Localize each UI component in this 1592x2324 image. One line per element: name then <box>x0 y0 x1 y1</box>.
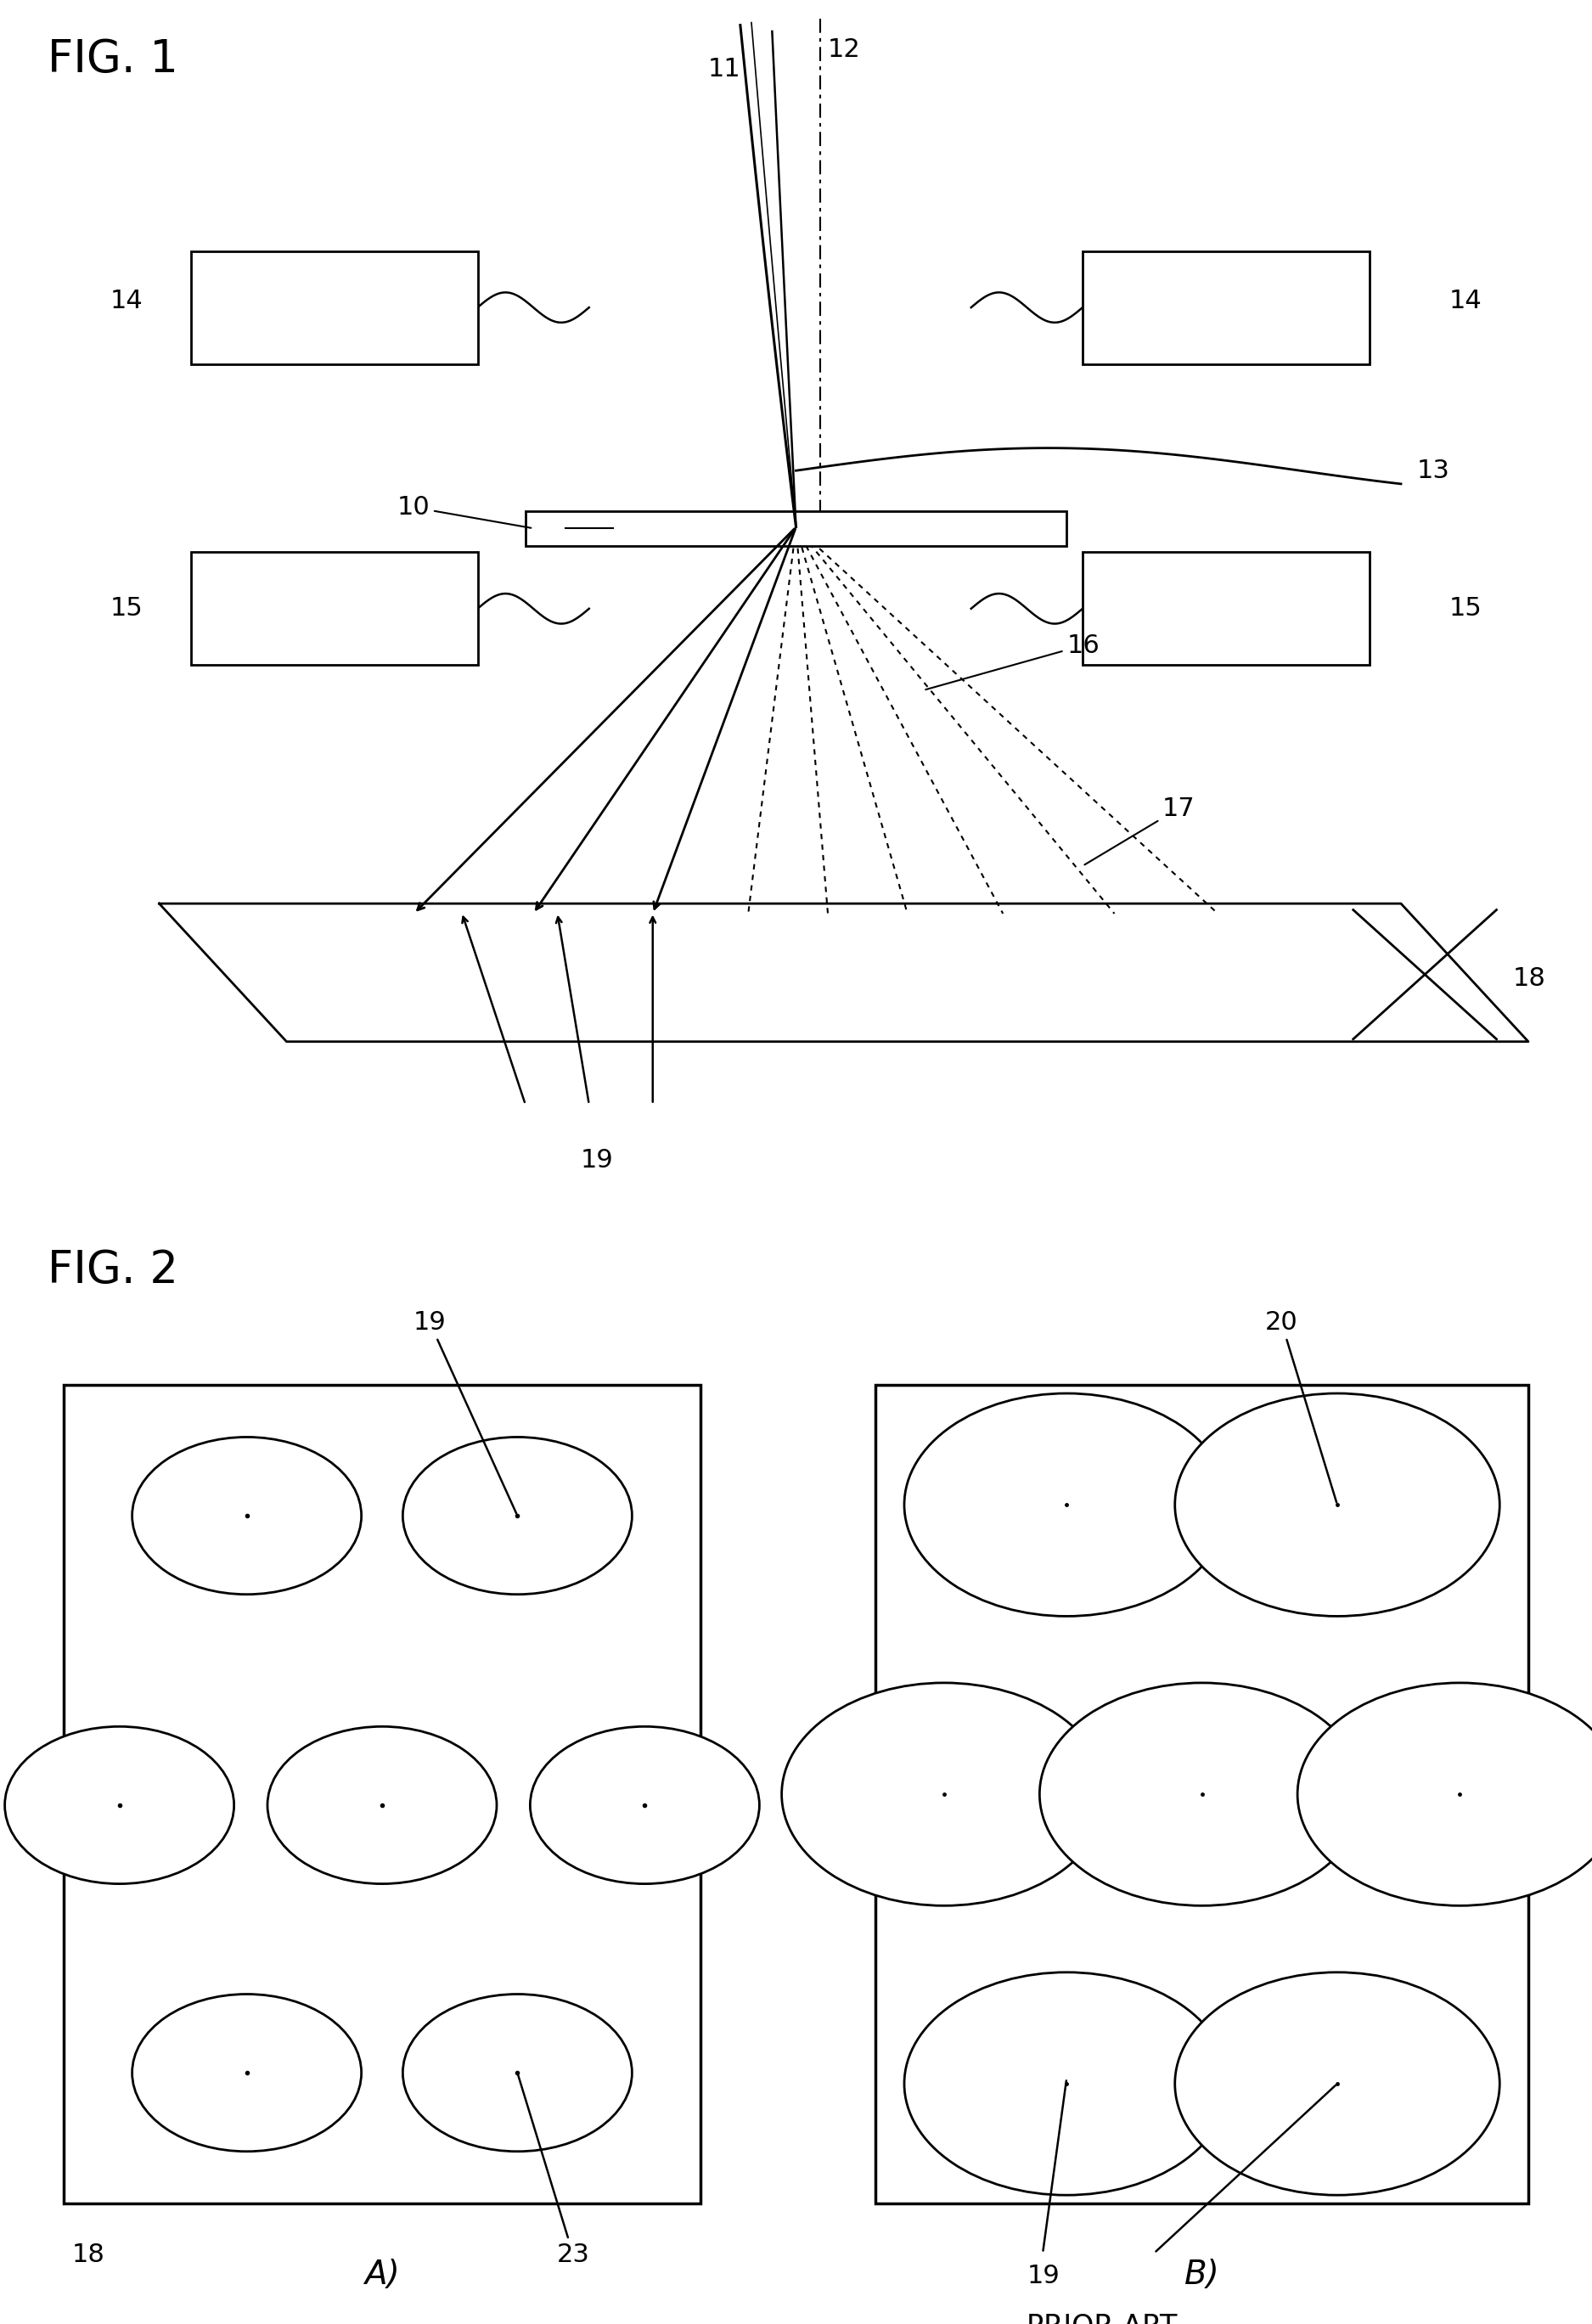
Bar <box>64 1385 700 2203</box>
Circle shape <box>1175 1394 1500 1615</box>
Text: 13: 13 <box>1417 458 1450 483</box>
Circle shape <box>132 1436 361 1594</box>
Circle shape <box>1175 1973 1500 2196</box>
Text: 17: 17 <box>1084 797 1196 865</box>
Text: 18: 18 <box>1512 967 1546 990</box>
Text: FIG. 2: FIG. 2 <box>48 1248 178 1292</box>
Bar <box>191 553 478 665</box>
Bar <box>1083 251 1369 365</box>
Text: 10: 10 <box>396 495 532 528</box>
Circle shape <box>403 1994 632 2152</box>
Text: 11: 11 <box>708 56 740 81</box>
Circle shape <box>403 1436 632 1594</box>
Bar <box>525 511 1067 546</box>
Circle shape <box>132 1994 361 2152</box>
Text: B): B) <box>1184 2259 1219 2291</box>
Text: A): A) <box>365 2259 400 2291</box>
Text: FIG. 1: FIG. 1 <box>48 37 178 81</box>
Text: 19: 19 <box>1027 2264 1060 2289</box>
Text: PRIOR ART: PRIOR ART <box>1027 2312 1178 2324</box>
Bar <box>191 251 478 365</box>
Text: 23: 23 <box>517 2075 589 2266</box>
Text: 20: 20 <box>1266 1311 1337 1504</box>
Text: 14: 14 <box>110 288 143 314</box>
Text: 12: 12 <box>828 37 861 63</box>
Circle shape <box>267 1727 497 1885</box>
Bar <box>876 1385 1528 2203</box>
Bar <box>1083 553 1369 665</box>
Text: 15: 15 <box>1449 597 1482 621</box>
Text: 18: 18 <box>72 2243 105 2266</box>
Text: 16: 16 <box>925 632 1100 690</box>
Text: 14: 14 <box>1449 288 1482 314</box>
Circle shape <box>782 1683 1106 1906</box>
Text: 19: 19 <box>414 1311 516 1513</box>
Circle shape <box>530 1727 759 1885</box>
Text: 19: 19 <box>581 1148 613 1174</box>
Circle shape <box>1040 1683 1364 1906</box>
Circle shape <box>904 1973 1229 2196</box>
Circle shape <box>1297 1683 1592 1906</box>
Circle shape <box>904 1394 1229 1615</box>
Circle shape <box>5 1727 234 1885</box>
Text: 15: 15 <box>110 597 143 621</box>
